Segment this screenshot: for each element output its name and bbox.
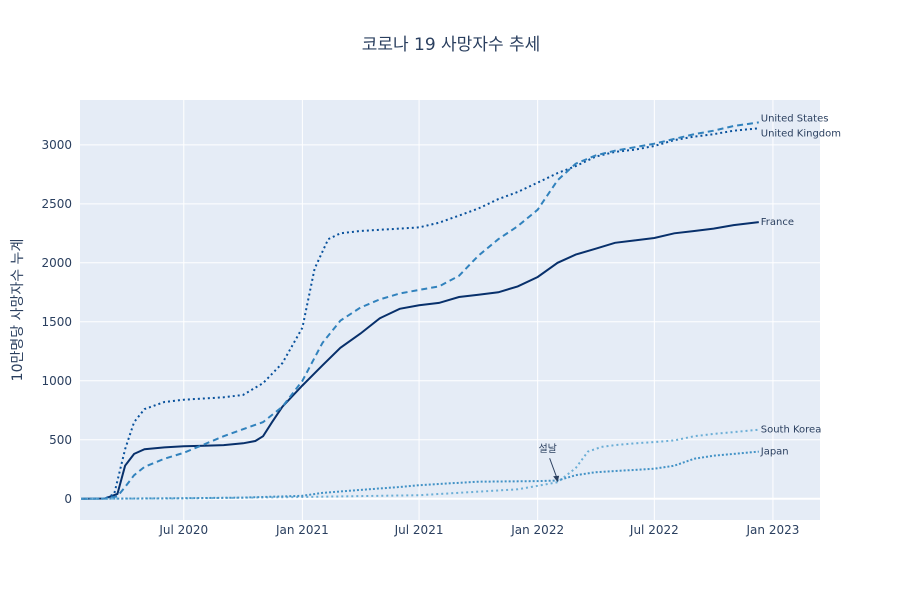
series-label-japan: Japan bbox=[760, 447, 789, 458]
x-tick-label: Jul 2020 bbox=[158, 523, 208, 537]
series-label-south-korea: South Korea bbox=[761, 425, 822, 436]
y-tick-label: 1000 bbox=[41, 374, 72, 388]
x-tick-label: Jan 2023 bbox=[746, 523, 800, 537]
series-line-south-korea bbox=[81, 428, 759, 500]
x-tick-label: Jan 2021 bbox=[275, 523, 329, 537]
x-tick-label: Jul 2022 bbox=[629, 523, 679, 537]
axis-ticks: 0 500 1000 1500 2000 2500 3000 Jul 2020 Jan 2021… bbox=[41, 138, 799, 537]
series-line-united-states bbox=[81, 121, 759, 500]
y-tick-label: 2000 bbox=[41, 256, 72, 270]
y-tick-label: 2500 bbox=[41, 197, 72, 211]
annotation-arrow-line bbox=[549, 458, 558, 478]
series-label-united-states: United States bbox=[761, 113, 829, 124]
gridlines bbox=[80, 100, 820, 520]
series-label-united-kingdom: United Kingdom bbox=[761, 128, 841, 139]
plot-area bbox=[80, 100, 820, 520]
series-label-france: France bbox=[761, 217, 794, 228]
annotation-label: 설날 bbox=[538, 443, 556, 455]
annotation-arrowhead bbox=[553, 475, 560, 483]
y-tick-label: 500 bbox=[49, 433, 72, 447]
x-tick-label: Jul 2021 bbox=[394, 523, 444, 537]
y-axis-label: 10만명당 사망자수 누계 bbox=[10, 239, 26, 382]
series-line-japan bbox=[81, 450, 759, 500]
y-tick-label: 1500 bbox=[41, 315, 72, 329]
series-labels: France United Kingdom United States South K… bbox=[760, 113, 841, 457]
series-line-france bbox=[81, 221, 759, 500]
annotations: 설날 bbox=[538, 443, 560, 483]
chart-title: 코로나 19 사망자수 추세 bbox=[362, 35, 541, 55]
y-tick-label: 3000 bbox=[41, 138, 72, 152]
series-lines bbox=[81, 121, 759, 500]
y-tick-label: 0 bbox=[64, 492, 72, 506]
x-tick-label: Jan 2022 bbox=[510, 523, 564, 537]
